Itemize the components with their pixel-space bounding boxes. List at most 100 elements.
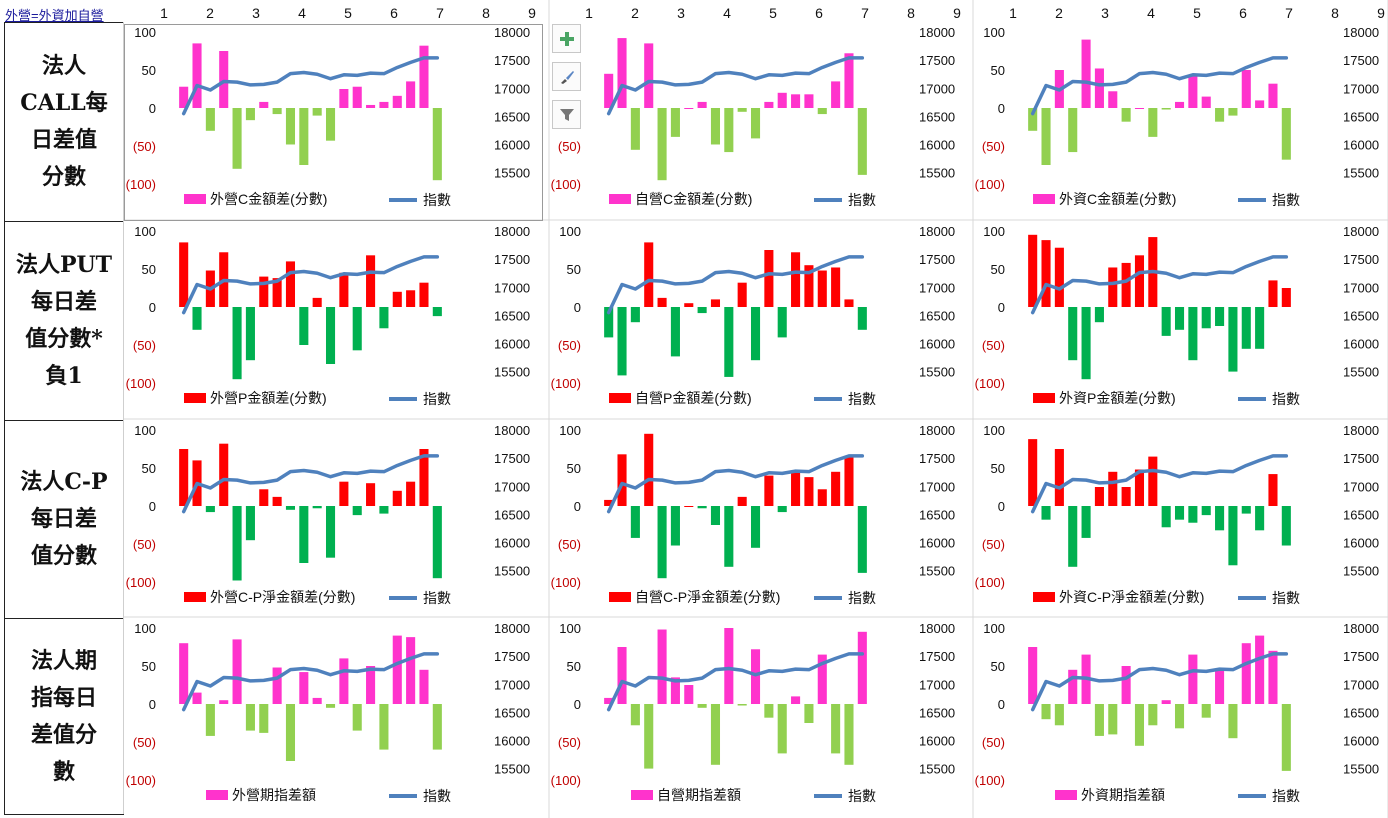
y-axis-left-tick: 0 bbox=[998, 101, 1005, 116]
bar bbox=[684, 506, 694, 507]
bar bbox=[179, 449, 189, 506]
column-number: 7 bbox=[861, 5, 869, 21]
y-axis-left-tick: 100 bbox=[983, 25, 1005, 40]
bar bbox=[1215, 669, 1225, 704]
bar bbox=[259, 276, 269, 307]
chart-filter-button[interactable] bbox=[552, 100, 581, 129]
bar bbox=[285, 108, 296, 145]
bar bbox=[1174, 307, 1185, 330]
bar bbox=[817, 270, 827, 307]
bar bbox=[232, 506, 242, 581]
y-axis-right-tick: 17500 bbox=[494, 252, 530, 267]
y-axis-left-tick: 50 bbox=[991, 63, 1005, 78]
chart-style-button[interactable] bbox=[552, 62, 581, 91]
bar bbox=[791, 471, 801, 506]
bar bbox=[1054, 247, 1064, 307]
bar bbox=[1161, 506, 1171, 528]
bar bbox=[1028, 439, 1038, 506]
legend-label-bar: 外資P金額差(分數) bbox=[1059, 390, 1176, 406]
y-axis-left-tick: 0 bbox=[574, 697, 581, 712]
bar bbox=[245, 506, 255, 541]
bar bbox=[1268, 474, 1278, 506]
filter-icon bbox=[559, 108, 574, 121]
legend-label-line: 指數 bbox=[848, 590, 876, 606]
y-axis-right-tick: 16000 bbox=[494, 536, 530, 551]
bar bbox=[817, 654, 827, 704]
bar bbox=[670, 108, 680, 137]
row-label-put: 法人PUT 每日差 值分數* 負1 bbox=[5, 221, 123, 420]
bar bbox=[245, 704, 255, 731]
bar bbox=[644, 242, 654, 307]
y-axis-left-tick: (50) bbox=[982, 735, 1005, 750]
column-number: 8 bbox=[482, 5, 490, 21]
bar bbox=[1255, 307, 1265, 349]
bar bbox=[1041, 240, 1051, 307]
add-chart-element-button[interactable] bbox=[552, 24, 581, 53]
index-line bbox=[606, 255, 865, 315]
y-axis-left-tick: 50 bbox=[567, 262, 581, 277]
y-axis-right-tick: 17000 bbox=[1343, 677, 1379, 692]
bar bbox=[419, 282, 429, 307]
top-link[interactable]: 外營=外資加自營 bbox=[5, 8, 104, 23]
legend-swatch-bar bbox=[1033, 393, 1055, 403]
legend-label-line: 指數 bbox=[423, 590, 451, 606]
bar bbox=[1094, 704, 1104, 736]
bar bbox=[804, 704, 814, 723]
bar bbox=[1134, 704, 1145, 746]
bar bbox=[617, 307, 627, 376]
y-axis-right-tick: 16500 bbox=[1343, 109, 1379, 124]
bar bbox=[817, 108, 827, 115]
y-axis-left-tick: (100) bbox=[975, 575, 1005, 590]
y-axis-right-tick: 16500 bbox=[919, 308, 955, 323]
bar bbox=[831, 471, 841, 506]
bar bbox=[791, 696, 801, 704]
index-line bbox=[1030, 255, 1289, 315]
legend-label-bar: 外營期指差額 bbox=[232, 787, 316, 803]
column-number: 6 bbox=[390, 5, 398, 21]
bar bbox=[791, 94, 801, 108]
column-number: 6 bbox=[815, 5, 823, 21]
legend-swatch-bar bbox=[1055, 790, 1077, 800]
bar bbox=[312, 297, 322, 307]
bar bbox=[1161, 700, 1171, 704]
y-axis-left-tick: 50 bbox=[991, 461, 1005, 476]
legend-label-line: 指數 bbox=[1272, 590, 1300, 606]
column-number: 6 bbox=[1239, 5, 1247, 21]
y-axis-left-tick: (100) bbox=[551, 177, 581, 192]
row-label-text: 法人PUT 每日差 值分數* 負1 bbox=[15, 252, 113, 389]
legend-swatch-bar bbox=[206, 790, 228, 800]
bar bbox=[1241, 307, 1251, 349]
bar bbox=[1281, 506, 1291, 546]
bar bbox=[325, 307, 336, 364]
bar bbox=[737, 108, 747, 112]
bar bbox=[1174, 704, 1185, 729]
bar bbox=[406, 481, 416, 506]
bar bbox=[777, 307, 787, 338]
bar bbox=[1174, 101, 1185, 108]
y-axis-right-tick: 17500 bbox=[494, 53, 530, 68]
bar bbox=[1041, 506, 1051, 520]
bar bbox=[684, 303, 694, 307]
bar bbox=[670, 677, 680, 704]
bar bbox=[1094, 68, 1104, 108]
bar bbox=[232, 639, 242, 704]
y-axis-left-tick: (50) bbox=[133, 338, 156, 353]
y-axis-right-tick: 15500 bbox=[919, 365, 955, 380]
bar bbox=[1255, 100, 1265, 108]
index-line bbox=[1030, 56, 1289, 116]
y-axis-right-tick: 16500 bbox=[919, 507, 955, 522]
bar bbox=[1054, 449, 1064, 506]
bar bbox=[724, 628, 734, 704]
y-axis-left-tick: 100 bbox=[983, 621, 1005, 636]
legend-label-bar: 自營P金額差(分數) bbox=[635, 390, 752, 406]
bar bbox=[617, 38, 627, 108]
left-border bbox=[4, 22, 5, 814]
plus-icon bbox=[559, 31, 574, 46]
y-axis-right-tick: 17500 bbox=[1343, 53, 1379, 68]
bar bbox=[285, 261, 296, 307]
y-axis-right-tick: 15500 bbox=[1343, 762, 1379, 777]
bar bbox=[1228, 704, 1238, 739]
bar bbox=[179, 86, 189, 108]
y-axis-right-tick: 16500 bbox=[1343, 507, 1379, 522]
